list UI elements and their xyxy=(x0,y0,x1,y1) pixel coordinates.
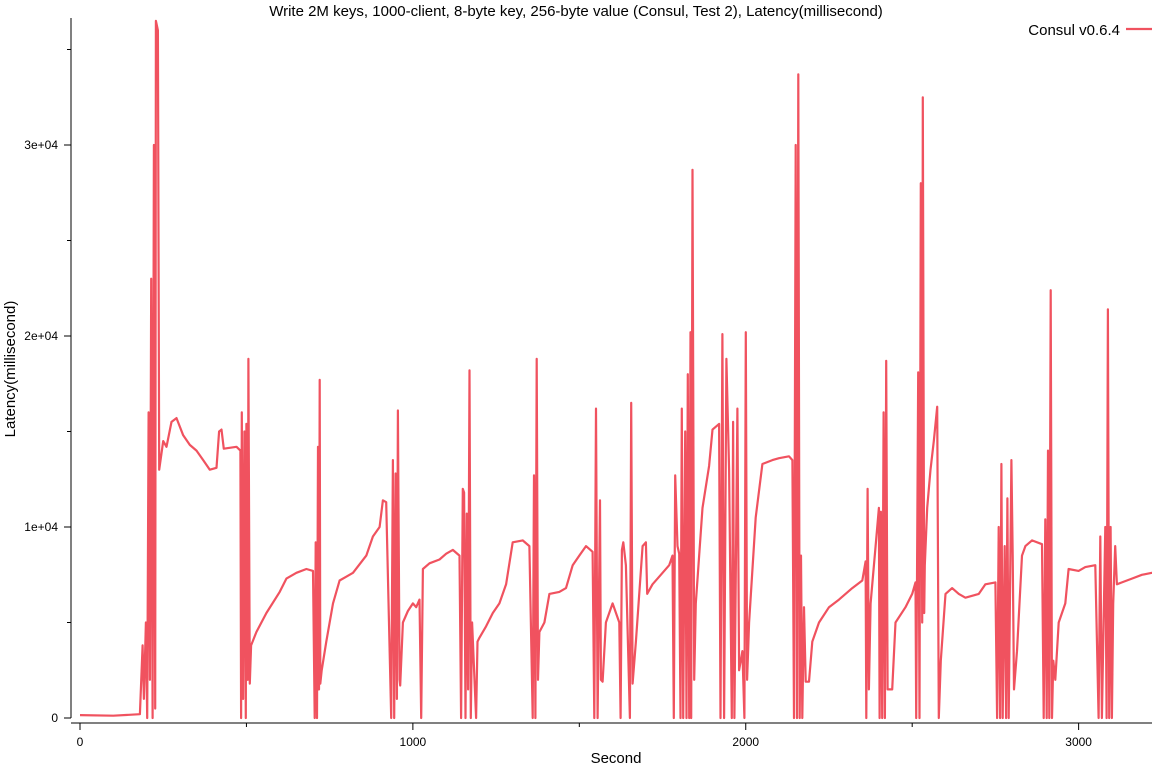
legend-entry-label: Consul v0.6.4 xyxy=(1028,22,1120,39)
series-line-consul xyxy=(79,19,1152,720)
x-tick-label: 1000 xyxy=(400,735,427,749)
legend: Consul v0.6.4 xyxy=(1028,22,1152,39)
y-tick-label: 0 xyxy=(51,711,58,725)
y-tick-label: 3e+04 xyxy=(24,138,58,152)
y-ticks: 0 1e+04 2e+04 3e+04 xyxy=(24,49,71,725)
y-tick-label: 2e+04 xyxy=(24,329,58,343)
y-axis-label: Latency(millisecond) xyxy=(2,301,19,438)
chart-title: Write 2M keys, 1000-client, 8-byte key, … xyxy=(269,3,883,20)
x-ticks: 0 1000 2000 3000 xyxy=(77,723,1092,749)
x-tick-label: 3000 xyxy=(1065,735,1092,749)
x-axis-label: Second xyxy=(591,750,642,767)
x-tick-label: 0 xyxy=(77,735,84,749)
x-tick-label: 2000 xyxy=(732,735,759,749)
y-tick-label: 1e+04 xyxy=(24,520,58,534)
